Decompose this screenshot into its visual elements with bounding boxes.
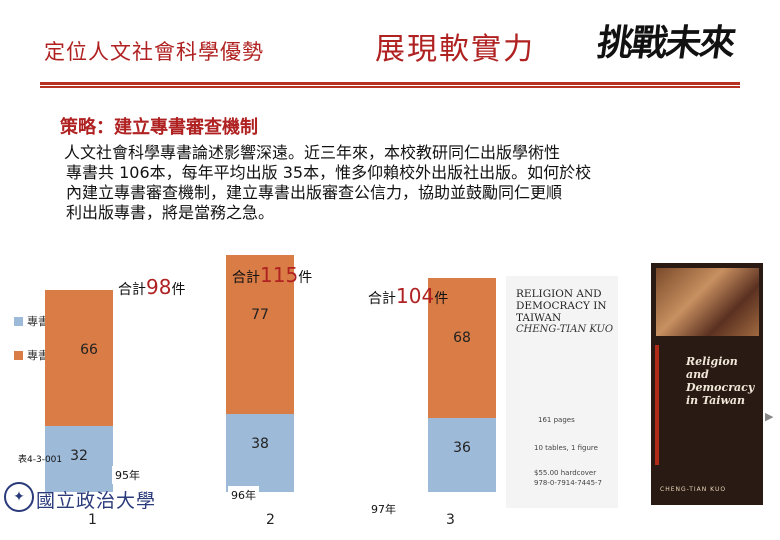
university-seal-icon: ✦: [4, 482, 34, 512]
bar-segment-chapter: [428, 277, 496, 418]
body-line: 內建立專書審查機制，建立專書出版審查公信力，協助並鼓勵同仁更順: [66, 183, 563, 202]
book-pages: 161 pages: [538, 416, 575, 424]
table-reference: 表4-3-001: [18, 455, 63, 465]
bar-value-label: 36: [453, 439, 471, 456]
legend-swatch-book: [14, 316, 23, 326]
header-subtitle: 定位人文社會科學優勢: [44, 40, 264, 64]
book-info-page: [506, 276, 618, 508]
legend-item-chapter: 專書篇章: [14, 347, 71, 363]
bar-value-label: 66: [80, 342, 98, 359]
body-line: 利出版專書，將是當務之急。: [66, 203, 275, 222]
bar-value-label: 68: [453, 329, 471, 346]
cover-accent-bar: [655, 345, 659, 465]
x-axis-category-label: 2: [266, 512, 275, 528]
year-tag: 96年: [228, 486, 259, 504]
bar-segment-book: [428, 417, 496, 492]
bar-segment-chapter: [226, 255, 294, 414]
calligraphy-logo: 挑戰未來: [594, 22, 737, 64]
bar-total-label: 合計115件: [232, 263, 313, 287]
bar-value-label: 77: [251, 307, 269, 324]
year-tag: 97年: [368, 500, 399, 518]
x-axis-category-label: 3: [446, 512, 455, 528]
legend-label-book: 專書: [27, 315, 49, 328]
book-tables: 10 tables, 1 figure: [534, 444, 598, 452]
book-isbn-line: 978-0-7914-7445-7: [534, 479, 603, 487]
book-author: CHENG-TIAN KUO: [516, 324, 614, 335]
bar-segment-book: [226, 413, 294, 492]
strategy-heading: 策略：建立專書審查機制: [60, 117, 258, 138]
bar-total-label: 合計98件: [118, 275, 186, 299]
bar-value-label: 38: [251, 435, 269, 452]
cover-photo: [656, 268, 759, 336]
cover-author: CHENG-TIAN KUO: [660, 486, 727, 493]
bar-total-label: 合計104件: [368, 284, 449, 308]
header-title: 展現軟實力: [375, 32, 535, 67]
body-paragraph: 人文社會科學專書論述影響深遠。近三年來，本校教研同仁出版學術性 專書共 106本…: [64, 143, 744, 223]
bar-value-label: 32: [70, 448, 88, 465]
cover-title: Religion and Democracy in Taiwan: [686, 355, 755, 407]
book-title: RELIGION AND DEMOCRACY IN TAIWAN: [516, 288, 607, 324]
university-logo-text: 國立政治大學: [36, 490, 157, 512]
body-line: 專書共 106本，每年平均出版 35本，惟多仰賴校外出版社出版。如何於校: [66, 163, 592, 182]
x-axis-category-label: 1: [88, 512, 97, 528]
year-tag: 95年: [112, 466, 143, 484]
body-line: 人文社會科學專書論述影響深遠。近三年來，本校教研同仁出版學術性: [64, 143, 561, 162]
book-price: $55.00 hardcover 978-0-7914-7445-7: [534, 468, 602, 488]
book-price-line: $55.00 hardcover: [534, 469, 597, 477]
legend-item-book: 專書: [14, 313, 49, 329]
legend-swatch-chapter: [14, 350, 23, 360]
next-slide-arrow-icon[interactable]: ▶: [765, 410, 774, 423]
legend-label-chapter: 專書篇章: [27, 349, 71, 362]
header-divider: [40, 82, 740, 88]
